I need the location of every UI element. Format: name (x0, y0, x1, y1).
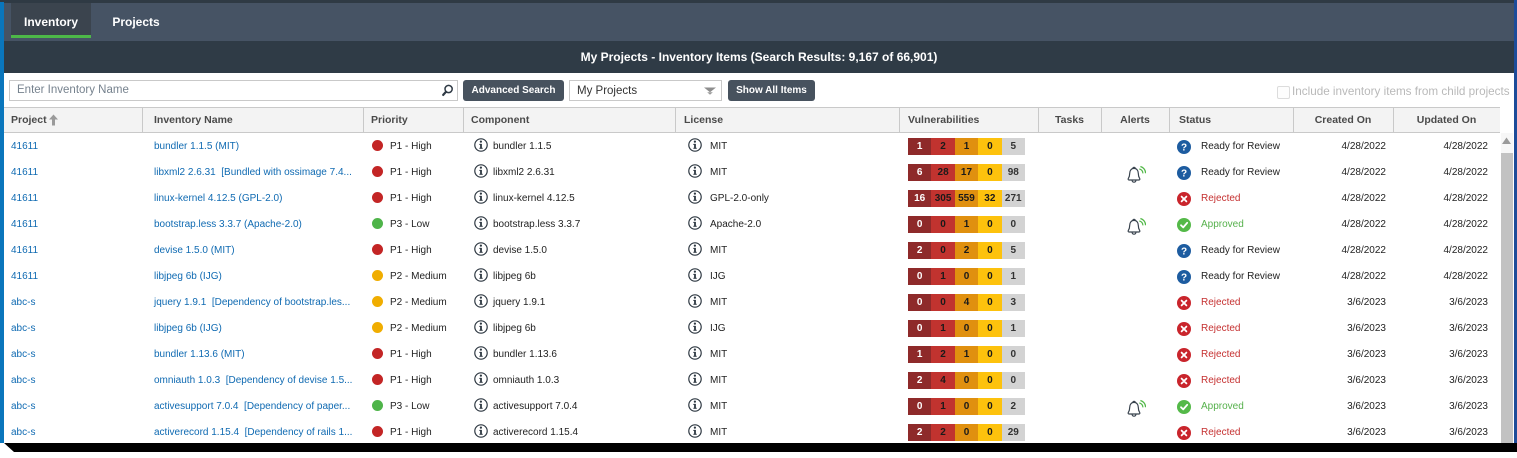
svg-text:?: ? (1181, 168, 1187, 179)
svg-text:?: ? (1181, 246, 1187, 257)
svg-text:?: ? (1181, 272, 1187, 283)
svg-text:?: ? (1181, 142, 1187, 153)
